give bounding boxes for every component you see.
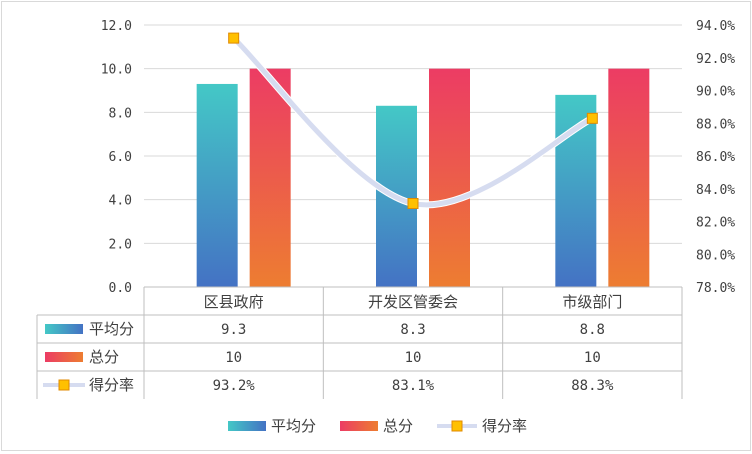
table-legend-key-总分 [45, 352, 83, 362]
table-cell: 88.3% [571, 378, 614, 394]
table-series-name: 得分率 [89, 376, 134, 394]
table-series-name: 平均分 [89, 320, 134, 338]
category-label: 区县政府 [204, 293, 264, 311]
y-right-tick-label: 80.0% [696, 248, 735, 263]
y-right-tick-label: 84.0% [696, 183, 735, 198]
y-right-tick-label: 78.0% [696, 281, 735, 296]
table-cell: 93.2% [213, 378, 256, 394]
bar-平均分 [196, 83, 238, 287]
y-left-tick-label: 10.0 [101, 63, 132, 78]
category-label: 市级部门 [562, 293, 622, 311]
bar-总分 [429, 68, 470, 288]
y-left-tick-label: 12.0 [101, 19, 132, 34]
legend-label: 得分率 [482, 417, 527, 435]
bar-总分 [608, 68, 650, 288]
y-right-tick-label: 82.0% [696, 216, 735, 231]
legend-label: 总分 [383, 417, 413, 435]
table-cell: 10 [584, 350, 601, 366]
table-series-name: 总分 [89, 348, 119, 366]
table-cell: 8.3 [400, 322, 425, 338]
y-right-tick-label: 92.0% [696, 52, 735, 67]
line-marker [407, 197, 419, 209]
y-right-tick-label: 94.0% [696, 19, 735, 34]
table-cell: 10 [225, 350, 242, 366]
y-right-tick-label: 90.0% [696, 85, 735, 100]
y-right-tick-label: 88.0% [696, 117, 735, 132]
legend-label: 平均分 [271, 417, 316, 435]
y-left-tick-label: 8.0 [109, 106, 132, 121]
y-left-tick-label: 4.0 [109, 194, 132, 209]
bar-总分 [249, 68, 291, 288]
legend-key-总分 [340, 421, 378, 431]
y-left-tick-label: 2.0 [109, 237, 132, 252]
table-legend-key-marker [58, 379, 70, 391]
table-cell: 9.3 [221, 322, 246, 338]
category-label: 开发区管委会 [368, 293, 458, 311]
legend-key-平均分 [228, 421, 266, 431]
y-left-tick-label: 0.0 [109, 281, 132, 296]
table-cell: 10 [405, 350, 422, 366]
line-marker [228, 32, 240, 44]
line-marker [586, 112, 598, 124]
table-cell: 83.1% [392, 378, 435, 394]
table-cell: 8.8 [580, 322, 605, 338]
y-left-tick-label: 6.0 [109, 150, 132, 165]
y-right-tick-label: 86.0% [696, 150, 735, 165]
table-legend-key-平均分 [45, 324, 83, 334]
legend-key-marker [451, 420, 463, 432]
